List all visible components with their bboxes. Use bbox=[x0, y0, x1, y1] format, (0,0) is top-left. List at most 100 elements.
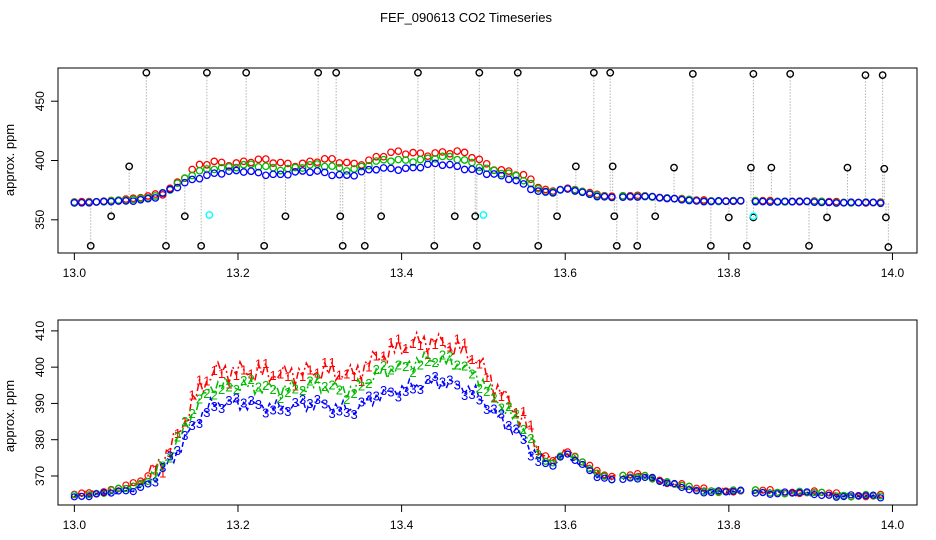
series-3-point bbox=[298, 167, 307, 175]
series-3-label: 3 bbox=[520, 432, 527, 447]
series-1-point bbox=[460, 148, 469, 157]
series-3-point bbox=[232, 166, 241, 175]
series-2-label: 2 bbox=[299, 383, 306, 398]
series-3-point bbox=[85, 493, 93, 501]
series-3-point bbox=[313, 167, 322, 175]
series-1-point bbox=[453, 147, 462, 155]
series-2-point bbox=[195, 166, 204, 175]
series-3-point bbox=[578, 188, 587, 197]
raw-spike-point bbox=[612, 241, 621, 250]
series-2-point bbox=[446, 152, 454, 161]
series-1-label: 1 bbox=[277, 367, 284, 382]
series-1-point bbox=[409, 148, 417, 157]
series-3-point bbox=[107, 197, 116, 206]
series-2-label: 2 bbox=[358, 379, 365, 394]
series-1-point bbox=[350, 159, 359, 168]
raw-spike-point bbox=[534, 241, 543, 250]
series-3-point bbox=[781, 197, 789, 206]
series-2-label: 2 bbox=[535, 447, 542, 462]
series-2-point bbox=[239, 160, 248, 169]
series-2-point bbox=[188, 171, 197, 180]
series-3-label: 3 bbox=[439, 375, 446, 390]
raw-spike-point bbox=[513, 68, 522, 77]
series-1-label: 1 bbox=[483, 370, 490, 385]
series-2-label: 2 bbox=[417, 357, 424, 372]
series-1-label: 1 bbox=[233, 368, 240, 383]
series-1-label: 1 bbox=[152, 463, 159, 478]
series-3-point bbox=[707, 197, 716, 206]
series-3-point bbox=[766, 198, 775, 206]
series-1-label: 1 bbox=[328, 355, 335, 370]
series-3-point bbox=[796, 488, 804, 497]
series-1-label: 1 bbox=[527, 417, 534, 432]
series-3-point bbox=[438, 161, 447, 170]
raw-spike-point bbox=[260, 241, 269, 250]
raw-spike-point bbox=[880, 164, 889, 173]
series-3-point bbox=[692, 197, 701, 205]
series-1-label: 1 bbox=[409, 336, 416, 351]
series-1-label: 1 bbox=[196, 372, 203, 387]
series-1-point bbox=[284, 159, 292, 168]
series-3-point bbox=[541, 459, 550, 468]
top-panel-plot: approx. ppm 13.0 13.2 13.4 13.6 13.8 14.0 350 4… bbox=[2, 67, 918, 280]
series-1-label: 1 bbox=[321, 355, 328, 370]
raw-spike-point bbox=[314, 68, 323, 77]
series-3-label: 3 bbox=[461, 388, 468, 403]
series-1-label: 1 bbox=[270, 368, 277, 383]
bottom-x-tick-label: 13.8 bbox=[717, 518, 741, 532]
series-3-point bbox=[788, 489, 796, 497]
series-3-label: 3 bbox=[498, 407, 505, 422]
series-2-label: 2 bbox=[240, 373, 247, 388]
series-3-point bbox=[578, 460, 586, 469]
series-3-point bbox=[225, 167, 233, 176]
series-2-point bbox=[685, 482, 693, 490]
series-1-label: 1 bbox=[365, 359, 372, 374]
raw-spike-point bbox=[823, 213, 831, 222]
series-1-point bbox=[832, 489, 841, 497]
series-3-point bbox=[759, 489, 767, 497]
series-3-point bbox=[869, 491, 877, 499]
series-1-point bbox=[239, 157, 248, 166]
raw-spike-point bbox=[767, 163, 776, 172]
raw-spike-point bbox=[608, 162, 617, 171]
series-3-point bbox=[129, 488, 137, 496]
series-3-point bbox=[173, 183, 182, 192]
series-1-label: 1 bbox=[380, 349, 387, 364]
series-3-label: 3 bbox=[395, 390, 402, 405]
series-3-point bbox=[136, 195, 145, 204]
series-3-point bbox=[876, 494, 885, 502]
series-3-point bbox=[773, 198, 782, 206]
bottom-y-tick-label: 400 bbox=[33, 357, 47, 377]
series-2-point bbox=[379, 155, 388, 164]
series-3-point bbox=[122, 197, 130, 205]
series-3-point bbox=[571, 456, 579, 465]
series-3-point bbox=[409, 163, 417, 172]
series-1-point bbox=[195, 160, 204, 169]
series-2-label: 2 bbox=[314, 371, 321, 386]
series-3-point bbox=[269, 170, 278, 179]
series-2-point bbox=[365, 161, 373, 170]
series-3-point bbox=[619, 193, 627, 202]
series-2-point bbox=[810, 488, 818, 497]
series-3-point bbox=[468, 165, 476, 174]
series-3-label: 3 bbox=[299, 392, 306, 407]
series-3-point bbox=[633, 193, 642, 201]
series-3-point bbox=[350, 171, 359, 180]
series-3-point bbox=[700, 197, 708, 206]
series-2-label: 2 bbox=[490, 391, 497, 406]
series-3-point bbox=[773, 490, 782, 498]
series-2-label: 2 bbox=[483, 384, 490, 399]
series-2-point bbox=[328, 162, 336, 171]
series-3-point bbox=[460, 165, 469, 174]
series-1-label: 1 bbox=[535, 443, 542, 458]
series-2-point bbox=[298, 164, 307, 172]
series-3-label: 3 bbox=[196, 416, 203, 431]
raw-spike-point bbox=[125, 162, 134, 171]
series-1-label: 1 bbox=[454, 331, 461, 346]
series-3-point bbox=[854, 492, 863, 500]
series-2-label: 2 bbox=[402, 359, 409, 374]
series-2-label: 2 bbox=[292, 382, 299, 397]
bottom-y-axis-label: approx. ppm bbox=[2, 380, 17, 452]
series-2-label: 2 bbox=[181, 414, 188, 429]
series-3-point bbox=[839, 198, 848, 207]
